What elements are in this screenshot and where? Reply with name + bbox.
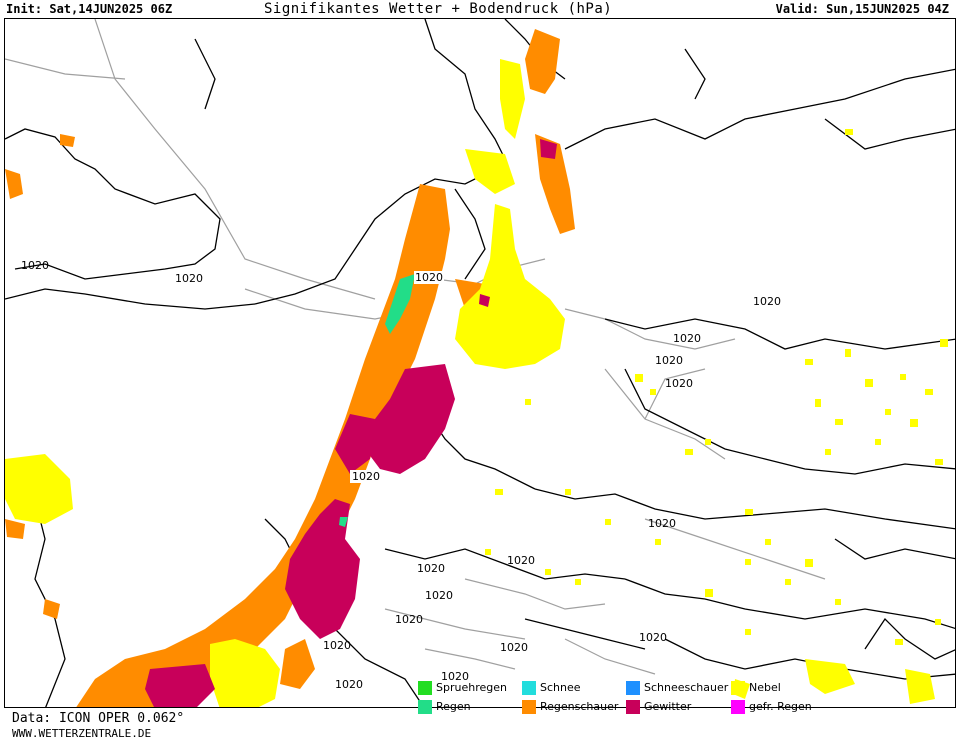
isobar-label: 1020 [175,272,203,285]
isobar-label: 1020 [352,470,380,483]
data-source: Data: ICON OPER 0.062° [12,711,185,726]
valid-time: Valid: Sun,15JUN2025 04Z [775,2,949,16]
legend-item: Nebel [731,679,781,696]
legend-swatch [522,680,536,695]
legend-swatch [418,680,432,695]
map-title: Signifikantes Wetter + Bodendruck (hPa) [264,1,613,17]
legend-label: Regen [436,700,471,713]
legend-item: Regenschauer [522,698,618,715]
isobar-label: 1020 [639,631,667,644]
rain-areas [339,274,415,527]
isobar-label: 1020 [395,613,423,626]
isobar-label: 1020 [648,517,676,530]
legend-item: Spruehregen [418,679,507,696]
legend-label: Schneeschauer [644,681,729,694]
legend-label: Regenschauer [540,700,619,713]
legend-swatch [418,699,432,714]
map-header: Init: Sat,14JUN2025 06Z Signifikantes We… [0,0,959,18]
legend-item: Gewitter [626,698,691,715]
legend-label: gefr. Regen [749,700,812,713]
legend-label: Spruehregen [436,681,507,694]
isobar-label: 1020 [753,295,781,308]
fog-scatter [485,129,948,645]
legend-swatch [626,680,640,695]
isobar-label: 1020 [417,562,445,575]
legend-swatch [522,699,536,714]
isobar-label: 1020 [21,259,49,272]
isobar-label: 1020 [673,332,701,345]
map-legend: Spruehregen Regen Schnee Regenschauer Sc… [418,679,828,719]
init-time: Init: Sat,14JUN2025 06Z [6,2,173,16]
legend-label: Schnee [540,681,581,694]
site-url: WWW.WETTERZENTRALE.DE [12,727,152,740]
legend-label: Gewitter [644,700,692,713]
isobar-label: 1020 [507,554,535,567]
isobar-label: 1020 [323,639,351,652]
legend-swatch [731,680,745,695]
fog-areas [5,59,935,707]
legend-swatch [626,699,640,714]
legend-label: Nebel [749,681,781,694]
isobar-label: 1020 [665,377,693,390]
isobar-label: 1020 [335,678,363,691]
legend-item: Schnee [522,679,581,696]
legend-swatch [731,699,745,714]
thunderstorm-areas [145,139,557,707]
legend-item: Regen [418,698,471,715]
legend-item: Schneeschauer [626,679,728,696]
isobar-label: 1020 [500,641,528,654]
isobar-label: 1020 [655,354,683,367]
isobar-label: 1020 [425,589,453,602]
weather-map: 1020 1020 1020 1020 1020 1020 1020 1020 … [4,18,956,708]
legend-item: gefr. Regen [731,698,812,715]
map-canvas: 1020 1020 1020 1020 1020 1020 1020 1020 … [5,19,955,707]
isobar-label: 1020 [415,271,443,284]
isobar-labels: 1020 1020 1020 1020 1020 1020 1020 1020 … [21,259,781,691]
isobar-label: 1020 [441,670,469,683]
